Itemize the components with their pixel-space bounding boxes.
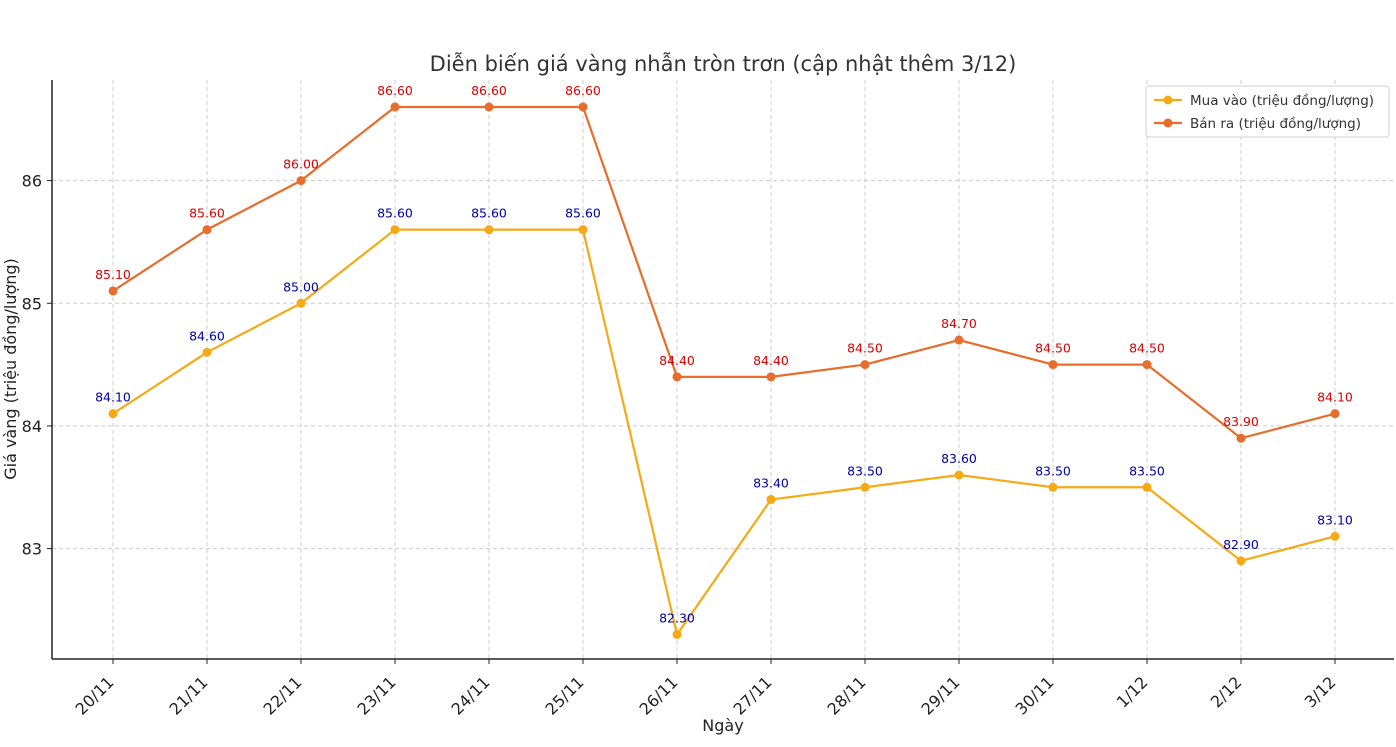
- data-point: [1142, 482, 1152, 492]
- series-1: [108, 225, 1340, 639]
- x-tick-label: 1/12: [1113, 673, 1152, 712]
- x-tick-label: 2/12: [1207, 673, 1246, 712]
- data-label: 86.60: [565, 83, 601, 98]
- legend-marker: [1163, 95, 1173, 105]
- legend-item: Bán ra (triệu đồng/lượng): [1154, 115, 1361, 132]
- data-label: 84.10: [1317, 390, 1353, 405]
- x-tick-label: 26/11: [636, 673, 682, 719]
- data-label: 84.50: [1035, 341, 1071, 356]
- y-tick-label: 85: [22, 294, 42, 313]
- data-point: [484, 225, 494, 235]
- data-label: 84.40: [659, 353, 695, 368]
- axes: [47, 80, 1394, 664]
- data-point: [1330, 531, 1340, 541]
- data-point: [860, 482, 870, 492]
- legend-label: Bán ra (triệu đồng/lượng): [1190, 115, 1361, 132]
- data-point: [1048, 360, 1058, 370]
- data-label: 84.40: [753, 353, 789, 368]
- x-tick-label: 24/11: [448, 673, 494, 719]
- data-point: [672, 629, 682, 639]
- data-label: 83.50: [847, 463, 883, 478]
- data-label: 86.00: [283, 157, 319, 172]
- data-point: [1236, 556, 1246, 566]
- data-label: 83.10: [1317, 512, 1353, 527]
- data-label: 83.90: [1223, 414, 1259, 429]
- data-point: [1236, 433, 1246, 443]
- data-point: [296, 176, 306, 186]
- legend-box: [1145, 85, 1390, 138]
- series-line: [112, 228, 1336, 636]
- data-point: [1330, 409, 1340, 419]
- chart-title: Diễn biến giá vàng nhẫn tròn trơn (cập n…: [430, 51, 1017, 76]
- data-label: 85.60: [377, 206, 413, 221]
- x-tick-label: 3/12: [1301, 673, 1340, 712]
- x-tick-label: 25/11: [542, 673, 588, 719]
- x-tick-label: 30/11: [1012, 673, 1058, 719]
- data-point: [390, 225, 400, 235]
- data-point: [766, 372, 776, 382]
- data-point: [202, 347, 212, 357]
- series-group: [108, 102, 1340, 639]
- x-tick-label: 28/11: [824, 673, 870, 719]
- data-label: 83.50: [1129, 463, 1165, 478]
- data-point: [1048, 482, 1058, 492]
- y-tick-label: 84: [22, 417, 42, 436]
- data-point: [1142, 360, 1152, 370]
- x-tick-labels: 20/11 21/11 22/11 23/11 24/11 25/11 26/11 27/11…: [72, 673, 1340, 719]
- legend: Mua vào (triệu đồng/lượng) Bán ra (triệu …: [1145, 85, 1390, 138]
- x-tick-label: 21/11: [166, 673, 212, 719]
- y-axis-label: Giá vàng (triệu đồng/lượng): [1, 258, 20, 480]
- data-label: 84.50: [1129, 341, 1165, 356]
- data-label: 86.60: [377, 83, 413, 98]
- data-label: 82.30: [659, 610, 695, 625]
- series-2: [108, 102, 1340, 443]
- x-tick-label: 20/11: [72, 673, 118, 719]
- data-label: 86.60: [471, 83, 507, 98]
- data-label: 85.60: [565, 206, 601, 221]
- data-label: 84.60: [189, 328, 225, 343]
- y-tick-label: 86: [22, 172, 42, 191]
- data-labels: 84.10 84.60 85.00 85.60 85.60 85.60 82.30 83.40…: [95, 83, 1353, 625]
- data-point: [202, 225, 212, 235]
- y-tick-label: 83: [22, 540, 42, 559]
- legend-marker: [1163, 118, 1173, 128]
- data-point: [108, 286, 118, 296]
- data-point: [954, 335, 964, 345]
- data-label: 83.50: [1035, 463, 1071, 478]
- x-tick-label: 29/11: [918, 673, 964, 719]
- data-point: [954, 470, 964, 480]
- data-point: [578, 102, 588, 112]
- x-axis-label: Ngày: [702, 716, 743, 735]
- data-point: [296, 298, 306, 308]
- data-label: 85.00: [283, 279, 319, 294]
- data-label: 83.40: [753, 476, 789, 491]
- data-label: 84.70: [941, 316, 977, 331]
- series-line: [112, 105, 1336, 440]
- data-point: [484, 102, 494, 112]
- data-label: 84.50: [847, 341, 883, 356]
- data-point: [108, 409, 118, 419]
- legend-label: Mua vào (triệu đồng/lượng): [1190, 92, 1374, 109]
- data-point: [860, 360, 870, 370]
- data-point: [672, 372, 682, 382]
- data-label: 83.60: [941, 451, 977, 466]
- legend-item: Mua vào (triệu đồng/lượng): [1154, 92, 1374, 109]
- data-point: [766, 495, 776, 505]
- y-tick-labels: 83 84 85 86: [22, 172, 42, 559]
- x-tick-label: 22/11: [260, 673, 306, 719]
- data-label: 84.10: [95, 390, 131, 405]
- x-tick-label: 27/11: [730, 673, 776, 719]
- x-tick-label: 23/11: [354, 673, 400, 719]
- data-label: 82.90: [1223, 537, 1259, 552]
- grid: [52, 80, 1394, 659]
- data-label: 85.60: [189, 206, 225, 221]
- data-label: 85.10: [95, 267, 131, 282]
- data-label: 85.60: [471, 206, 507, 221]
- data-point: [578, 225, 588, 235]
- data-point: [390, 102, 400, 112]
